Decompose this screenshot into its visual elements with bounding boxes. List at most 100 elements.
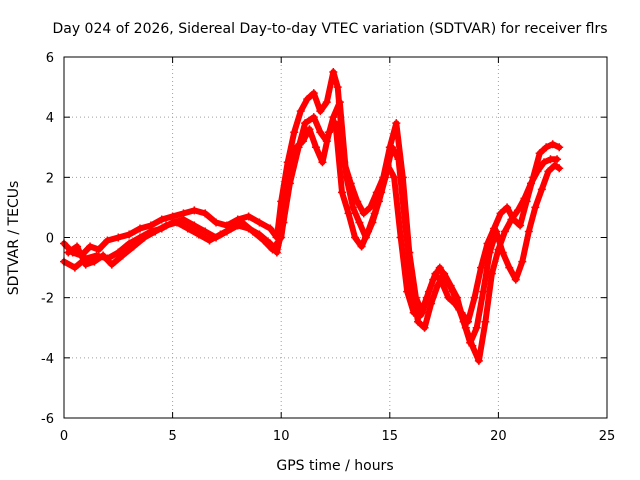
data-point-marker bbox=[301, 119, 310, 128]
data-point-marker bbox=[503, 203, 512, 212]
data-point-marker bbox=[324, 128, 333, 137]
data-point-marker bbox=[268, 245, 277, 254]
data-point-marker bbox=[387, 143, 396, 152]
data-point-marker bbox=[535, 149, 544, 158]
data-point-marker bbox=[351, 233, 360, 242]
data-point-marker bbox=[444, 293, 453, 302]
data-point-marker bbox=[396, 233, 405, 242]
data-point-marker bbox=[70, 263, 79, 272]
x-tick-label: 15 bbox=[382, 429, 399, 444]
chart-title: Day 024 of 2026, Sidereal Day-to-day VTE… bbox=[52, 21, 607, 37]
data-point-marker bbox=[544, 167, 553, 176]
y-tick-label: 0 bbox=[46, 232, 54, 247]
data-point-marker bbox=[333, 83, 342, 92]
data-point-marker bbox=[342, 173, 351, 182]
y-tick-label: -2 bbox=[41, 292, 54, 307]
data-point-marker bbox=[140, 233, 149, 242]
data-point-marker bbox=[409, 308, 418, 317]
data-point-marker bbox=[435, 263, 444, 272]
data-point-marker bbox=[377, 188, 386, 197]
data-point-marker bbox=[555, 164, 564, 173]
data-point-marker bbox=[487, 269, 496, 278]
data-point-marker bbox=[470, 293, 479, 302]
y-tick-label: -4 bbox=[41, 352, 54, 367]
data-point-marker bbox=[357, 242, 366, 251]
data-point-marker bbox=[492, 227, 501, 236]
data-point-marker bbox=[455, 305, 464, 314]
data-point-marker bbox=[542, 143, 551, 152]
data-point-marker bbox=[500, 227, 509, 236]
data-point-marker bbox=[305, 125, 314, 134]
data-point-marker bbox=[383, 161, 392, 170]
data-point-marker bbox=[311, 143, 320, 152]
data-point-marker bbox=[448, 287, 457, 296]
grid bbox=[64, 57, 607, 418]
x-tick-label: 5 bbox=[168, 429, 176, 444]
data-point-marker bbox=[201, 209, 210, 218]
data-series-layer bbox=[60, 68, 564, 365]
y-tick-label: -6 bbox=[41, 412, 54, 427]
data-point-marker bbox=[183, 224, 192, 233]
data-point-marker bbox=[290, 128, 299, 137]
data-point-marker bbox=[205, 236, 214, 245]
data-point-marker bbox=[520, 194, 529, 203]
data-point-marker bbox=[238, 218, 247, 227]
data-point-marker bbox=[309, 113, 318, 122]
data-point-marker bbox=[355, 218, 364, 227]
data-point-marker bbox=[331, 119, 340, 128]
data-point-marker bbox=[416, 311, 425, 320]
y-axis-label: SDTVAR / TECUs bbox=[6, 181, 22, 296]
data-point-marker bbox=[359, 209, 368, 218]
data-point-marker bbox=[338, 188, 347, 197]
data-point-marker bbox=[107, 260, 116, 269]
data-point-marker bbox=[344, 209, 353, 218]
data-point-marker bbox=[364, 227, 373, 236]
data-point-marker bbox=[507, 215, 516, 224]
data-point-marker bbox=[129, 242, 138, 251]
data-point-marker bbox=[335, 98, 344, 107]
axis-ticks: 0 5 10 15 20 25 -6 -4 -2 0 2 4 6 bbox=[41, 51, 615, 444]
data-point-marker bbox=[244, 212, 253, 221]
data-point-marker bbox=[292, 143, 301, 152]
data-point-marker bbox=[298, 137, 307, 146]
data-point-marker bbox=[216, 230, 225, 239]
data-point-marker bbox=[329, 113, 338, 122]
data-point-marker bbox=[329, 68, 338, 77]
data-point-marker bbox=[533, 167, 542, 176]
data-point-marker bbox=[548, 140, 557, 149]
data-point-marker bbox=[201, 227, 210, 236]
data-point-marker bbox=[422, 293, 431, 302]
data-point-marker bbox=[540, 158, 549, 167]
data-point-marker bbox=[511, 275, 520, 284]
data-point-marker bbox=[151, 227, 160, 236]
data-point-marker bbox=[531, 203, 540, 212]
data-point-marker bbox=[99, 251, 108, 260]
data-point-marker bbox=[309, 89, 318, 98]
data-point-marker bbox=[255, 218, 264, 227]
series-track-3 bbox=[65, 120, 560, 364]
data-point-marker bbox=[73, 242, 82, 251]
data-point-marker bbox=[136, 224, 145, 233]
data-point-marker bbox=[474, 356, 483, 365]
data-point-marker bbox=[125, 239, 134, 248]
data-point-marker bbox=[485, 248, 494, 257]
data-point-marker bbox=[481, 317, 490, 326]
data-point-marker bbox=[442, 275, 451, 284]
data-point-marker bbox=[390, 173, 399, 182]
data-point-marker bbox=[322, 98, 331, 107]
data-point-marker bbox=[401, 218, 410, 227]
data-point-marker bbox=[194, 230, 203, 239]
data-point-marker bbox=[318, 158, 327, 167]
data-point-marker bbox=[157, 215, 166, 224]
data-point-marker bbox=[524, 227, 533, 236]
data-point-marker bbox=[272, 248, 281, 257]
data-point-marker bbox=[316, 128, 325, 137]
data-point-marker bbox=[461, 323, 470, 332]
data-point-marker bbox=[303, 95, 312, 104]
data-point-marker bbox=[81, 260, 90, 269]
data-point-marker bbox=[277, 233, 286, 242]
data-point-marker bbox=[537, 185, 546, 194]
x-tick-label: 10 bbox=[273, 429, 290, 444]
data-point-marker bbox=[125, 230, 134, 239]
data-point-marker bbox=[496, 209, 505, 218]
